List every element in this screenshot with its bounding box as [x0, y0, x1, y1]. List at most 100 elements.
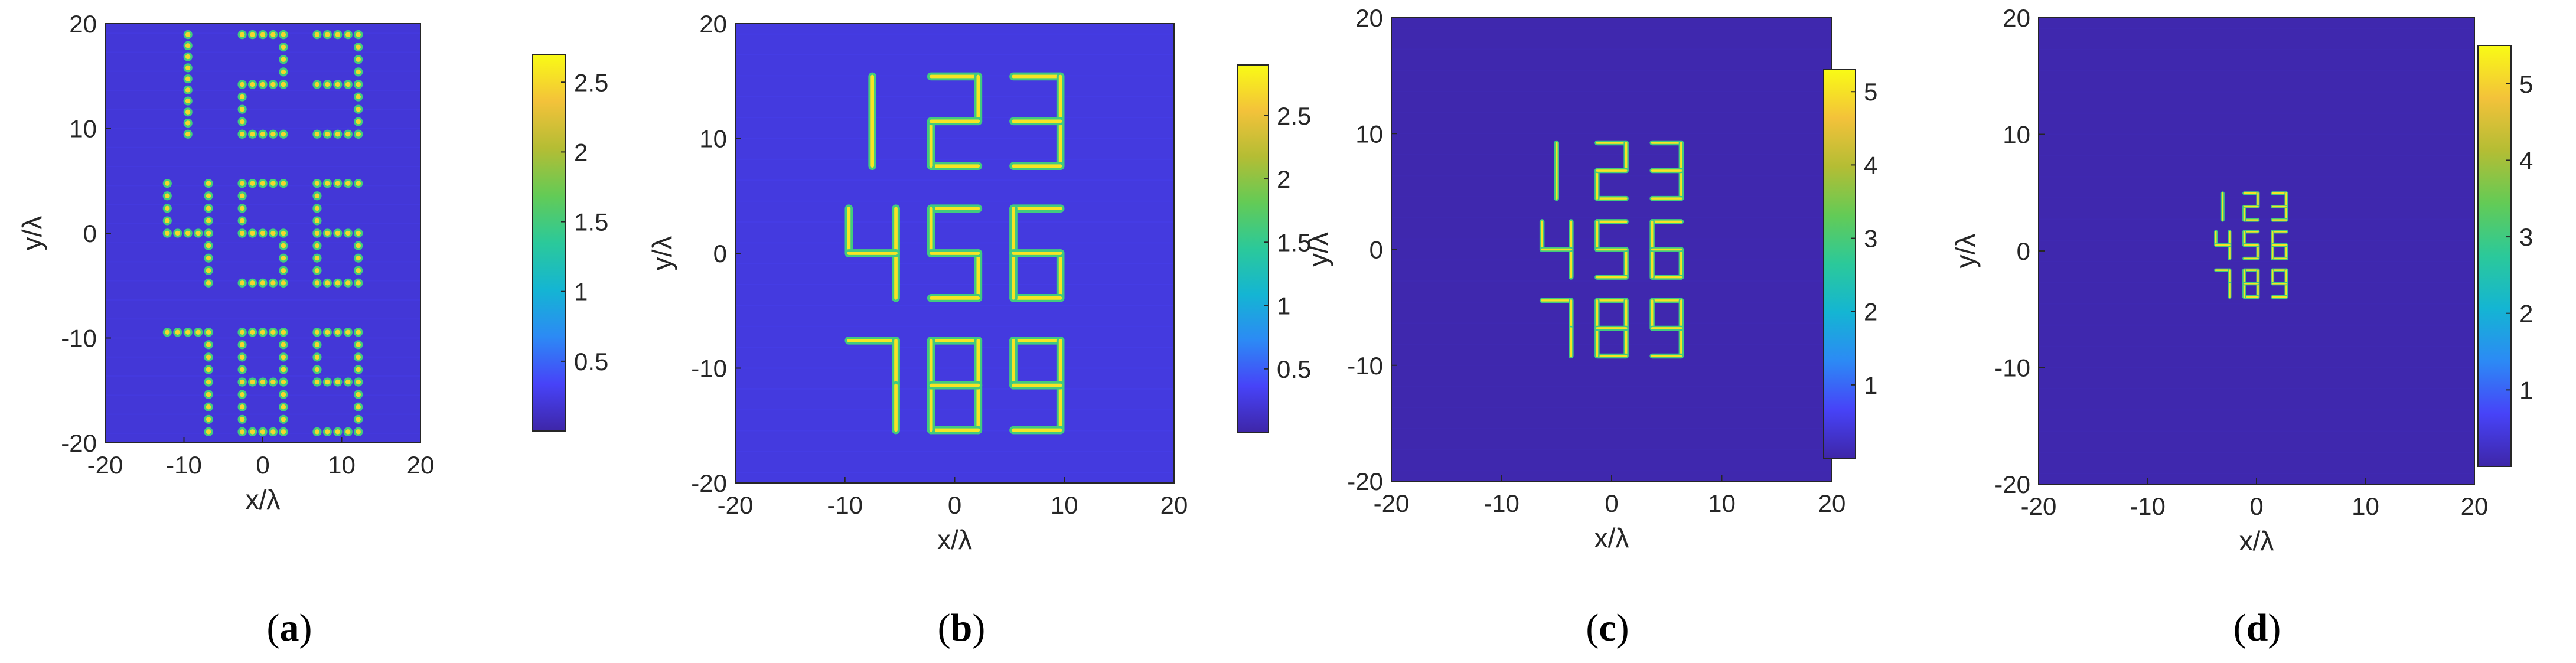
caption-open: ( — [938, 606, 951, 649]
digit-dot-core — [345, 32, 351, 37]
digit-9 — [2268, 266, 2291, 301]
digit-6 — [307, 173, 369, 293]
digit-dot-core — [239, 429, 245, 435]
digit-6 — [1004, 200, 1069, 307]
digit-dot-core — [314, 379, 320, 385]
digit-dot-core — [335, 81, 341, 87]
digit-dot-core — [281, 181, 286, 186]
digit-dot-core — [345, 429, 351, 435]
digit-1 — [178, 24, 198, 144]
digit-dot-core — [281, 342, 286, 348]
digit-dot-core — [185, 32, 191, 37]
digit-dot-core — [185, 132, 191, 137]
y-tick-label: 10 — [1355, 120, 1383, 148]
y-tick-label: 10 — [699, 125, 727, 153]
digit-dot-core — [314, 132, 320, 137]
digit-dot-core — [239, 379, 245, 385]
digit-dot-core — [335, 132, 341, 137]
digit-dot-core — [281, 81, 286, 87]
y-tick-label: 10 — [2003, 121, 2030, 149]
digit-dot-core — [260, 32, 266, 37]
digit-dot-core — [281, 329, 286, 335]
digit-9 — [1646, 295, 1687, 362]
digit-7 — [2212, 266, 2234, 301]
digit-dot-core — [195, 329, 201, 335]
digit-7 — [840, 331, 905, 439]
digit-dot-core — [281, 132, 286, 137]
caption-letter: d — [2246, 606, 2268, 649]
digit-dot-core — [239, 218, 245, 224]
digit-3 — [1646, 137, 1687, 204]
digit-5 — [922, 200, 987, 307]
digit-dot-core — [314, 342, 320, 348]
digit-dot-core — [260, 230, 266, 236]
digit-dot-core — [165, 230, 170, 236]
caption-close: ) — [1616, 606, 1629, 649]
caption-letter: b — [951, 606, 973, 649]
colorbar — [1823, 69, 1856, 459]
digit-dot-core — [314, 81, 320, 87]
digit-dot-core — [356, 119, 361, 125]
digit-dot-core — [356, 81, 361, 87]
y-tick-label: 0 — [713, 240, 727, 267]
y-tick-label: 0 — [1369, 236, 1383, 264]
digit-7 — [157, 322, 219, 442]
digit-dot-core — [250, 230, 255, 236]
digit-dot-core — [165, 181, 170, 186]
digit-dot-core — [185, 65, 191, 71]
digit-dot-core — [314, 329, 320, 335]
digit-dot-core — [260, 280, 266, 286]
x-tick-label: -20 — [1374, 489, 1410, 517]
digit-dot-core — [356, 267, 361, 273]
digit-dot-core — [185, 329, 191, 335]
digit-dot-core — [206, 404, 211, 410]
digit-dot-core — [239, 230, 245, 236]
y-tick-label: -20 — [1994, 471, 2030, 498]
digit-dot-core — [250, 280, 255, 286]
x-tick-label: -10 — [166, 451, 202, 479]
digit-dot-core — [239, 119, 245, 125]
colorbar-tick-label: 1.5 — [1277, 228, 1311, 256]
digit-dot-core — [345, 379, 351, 385]
digit-dot-core — [206, 367, 211, 373]
colorbar-tick-label: 5 — [2519, 70, 2533, 98]
y-tick-label: -20 — [691, 469, 727, 497]
x-tick-label: 20 — [2461, 492, 2489, 520]
heatmap-field — [2039, 27, 2474, 475]
digit-dot-core — [335, 379, 341, 385]
y-tick-label: -10 — [1994, 354, 2030, 382]
digit-dot-core — [185, 230, 191, 236]
digit-dot-core — [281, 32, 286, 37]
digit-dot-core — [356, 342, 361, 348]
x-tick-label: 20 — [407, 451, 435, 479]
x-axis-label: x/λ — [937, 524, 972, 555]
digit-dot-core — [335, 181, 341, 186]
digit-dot-core — [314, 267, 320, 273]
digit-dot-core — [250, 81, 255, 87]
caption-open: ( — [1586, 606, 1599, 649]
digit-dot-core — [314, 230, 320, 236]
digit-dot-core — [335, 230, 341, 236]
digit-8 — [232, 322, 294, 442]
digit-dot-core — [206, 193, 211, 199]
digit-dot-core — [206, 267, 211, 273]
x-axis-label: x/λ — [1594, 522, 1629, 553]
digit-dot-core — [206, 181, 211, 186]
colorbar-tick-label: 0.5 — [1277, 355, 1311, 383]
y-tick-label: -20 — [61, 429, 97, 457]
colorbar-tick-label: 1 — [2519, 376, 2533, 404]
x-axis-label: x/λ — [2239, 525, 2274, 556]
digit-dot-core — [175, 329, 180, 335]
digit-3 — [2268, 189, 2291, 224]
digit-dot-core — [356, 230, 361, 236]
x-tick-label: 10 — [1051, 491, 1078, 519]
digit-dot-core — [281, 379, 286, 385]
digit-dot-core — [206, 255, 211, 261]
digit-dot-core — [314, 218, 320, 224]
digit-dot-core — [281, 280, 286, 286]
caption-letter: c — [1599, 606, 1616, 649]
digit-dot-core — [165, 218, 170, 224]
y-axis-label: y/λ — [1950, 234, 1981, 269]
digit-dot-core — [239, 81, 245, 87]
